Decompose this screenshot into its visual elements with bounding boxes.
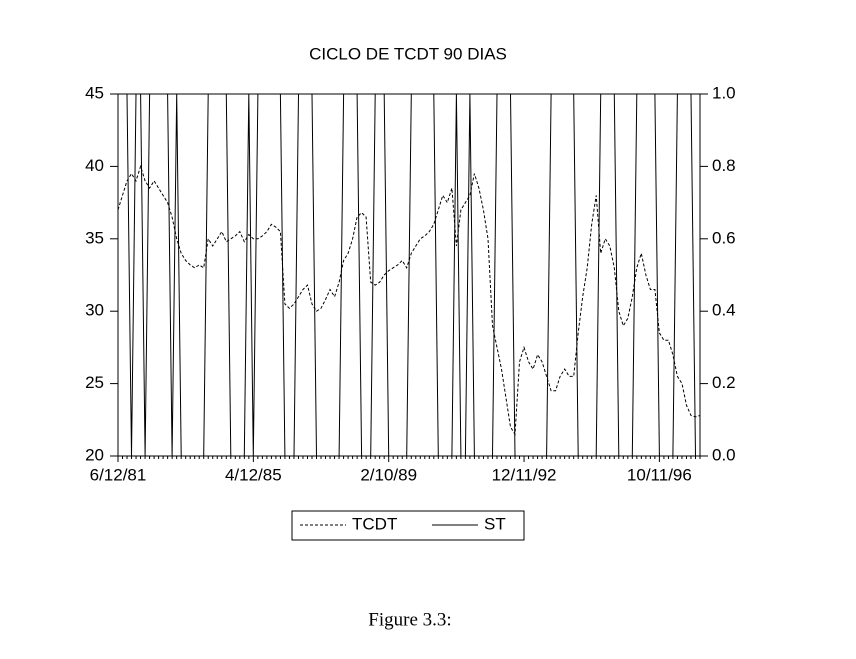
y-tick-label: 20 xyxy=(85,445,104,464)
y2-tick-label: 0.0 xyxy=(712,445,736,464)
x-tick-label: 4/12/85 xyxy=(225,465,282,484)
y2-tick-label: 1.0 xyxy=(712,83,736,102)
x-tick-label: 12/11/92 xyxy=(492,465,557,484)
chart-title: CICLO DE TCDT 90 DIAS xyxy=(309,44,507,63)
plot-frame xyxy=(117,93,701,457)
x-tick-label: 6/12/81 xyxy=(90,465,147,484)
y-tick-label: 25 xyxy=(85,373,104,392)
y2-tick-label: 0.4 xyxy=(712,301,736,320)
y2-tick-label: 0.6 xyxy=(712,228,736,247)
y-tick-label: 45 xyxy=(85,83,104,102)
x-tick-label: 10/11/96 xyxy=(627,465,692,484)
y-tick-label: 40 xyxy=(85,156,104,175)
y2-tick-label: 0.8 xyxy=(712,156,736,175)
y2-tick-label: 0.2 xyxy=(712,373,736,392)
legend-label: ST xyxy=(484,514,506,533)
series-line xyxy=(118,93,700,457)
legend-label: TCDT xyxy=(352,514,397,533)
y-tick-label: 35 xyxy=(85,228,104,247)
figure-caption: Figure 3.3: xyxy=(368,609,451,630)
x-tick-label: 2/10/89 xyxy=(360,465,417,484)
series-line xyxy=(117,164,701,436)
y-tick-label: 30 xyxy=(85,301,104,320)
